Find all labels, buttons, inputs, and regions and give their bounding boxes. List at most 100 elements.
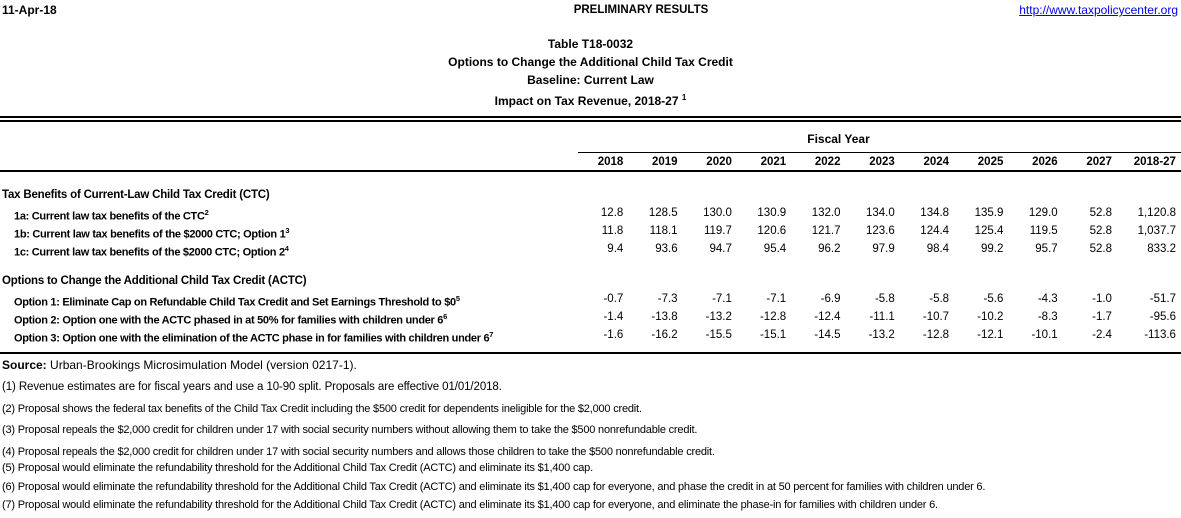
value-cell: -7.1 xyxy=(766,293,787,305)
value-cell: -5.6 xyxy=(983,293,1004,305)
value-cell: -0.7 xyxy=(603,293,624,305)
value-cell: 124.4 xyxy=(920,225,950,237)
value-cell: 97.9 xyxy=(872,243,895,255)
value-cell: 129.0 xyxy=(1028,207,1058,219)
value-cell: -10.1 xyxy=(1031,329,1058,341)
row-label-text: 1a: Current law tax benefits of the CTC xyxy=(14,210,205,223)
value-cell: -13.2 xyxy=(868,329,895,341)
year-column-header: 2023 xyxy=(869,156,895,168)
year-header-row: 2018 2019 2020 2021 2022 2023 2024 2025 … xyxy=(578,154,1181,170)
value-cell: -2.4 xyxy=(1092,329,1112,341)
value-cell: 130.0 xyxy=(703,207,732,219)
section-spacer xyxy=(0,258,1181,272)
impact-subtitle: Impact on Tax Revenue, 2018-27 1 xyxy=(0,89,1181,110)
value-cell: -11.1 xyxy=(869,311,895,323)
value-cell: 833.2 xyxy=(1147,243,1176,255)
year-column-header: 2025 xyxy=(977,156,1004,168)
value-cell: 120.6 xyxy=(757,225,787,237)
section-heading: Tax Benefits of Current-Law Child Tax Cr… xyxy=(2,189,270,201)
footnote-ref: 1 xyxy=(681,93,687,102)
value-cell: -113.6 xyxy=(1144,329,1176,341)
row-label-text: Option 3: Option one with the eliminatio… xyxy=(14,332,490,345)
source-note: Source: Urban-Brookings Microsimulation … xyxy=(2,358,357,372)
year-column-header: 2027 xyxy=(1086,156,1112,168)
footnote: (3) Proposal repeals the $2,000 credit f… xyxy=(2,424,698,436)
value-cell: -15.1 xyxy=(759,329,787,341)
value-cell: 9.4 xyxy=(607,243,624,255)
value-cell: -1.6 xyxy=(603,329,624,341)
section-heading: Options to Change the Additional Child T… xyxy=(2,275,307,287)
title-block: Table T18-0032 Options to Change the Add… xyxy=(0,35,1181,110)
value-cell: -4.3 xyxy=(1037,293,1058,305)
footnote-ref: 7 xyxy=(489,330,494,339)
value-cell: 12.8 xyxy=(600,207,624,219)
table-row: 1a: Current law tax benefits of the CTC2… xyxy=(0,204,1181,223)
value-cell: 94.7 xyxy=(709,243,732,255)
value-cell: -13.8 xyxy=(651,311,678,323)
value-cell: 96.2 xyxy=(818,243,841,255)
value-cell: 123.6 xyxy=(866,225,895,237)
table-row: Option 3: Option one with the eliminatio… xyxy=(0,326,1181,345)
preliminary-results-label: PRELIMINARY RESULTS xyxy=(573,4,709,16)
value-cell: 1,037.7 xyxy=(1137,225,1176,237)
table-row: 1c: Current law tax benefits of the $200… xyxy=(0,240,1181,259)
value-cell: -1.7 xyxy=(1092,311,1112,323)
footnote: (6) Proposal would eliminate the refunda… xyxy=(2,481,986,493)
value-cell: 132.0 xyxy=(811,207,841,219)
value-cell: -1.4 xyxy=(603,311,624,323)
revenue-table-body: Tax Benefits of Current-Law Child Tax Cr… xyxy=(0,186,1181,345)
row-label-text: Option 1: Eliminate Cap on Refundable Ch… xyxy=(14,296,456,309)
footnote: (2) Proposal shows the federal tax benef… xyxy=(2,403,642,415)
value-cell: -51.7 xyxy=(1149,293,1176,305)
row-label-text: 1b: Current law tax benefits of the $200… xyxy=(14,228,286,241)
source-label: Source: xyxy=(2,358,47,372)
value-cell: -12.8 xyxy=(759,311,787,323)
year-column-header: 2021 xyxy=(760,156,787,168)
table-row: Option 1: Eliminate Cap on Refundable Ch… xyxy=(0,290,1181,309)
year-column-header: 2024 xyxy=(923,156,950,168)
row-label-text: Option 2: Option one with the ACTC phase… xyxy=(14,314,444,327)
footnote: (1) Revenue estimates are for fiscal yea… xyxy=(2,381,502,393)
value-cell: 52.8 xyxy=(1089,243,1112,255)
value-cell: -95.6 xyxy=(1149,311,1176,323)
footnote-ref: 6 xyxy=(443,312,448,321)
section-heading-row: Tax Benefits of Current-Law Child Tax Cr… xyxy=(0,186,1181,204)
footnote: (5) Proposal would eliminate the refunda… xyxy=(2,462,593,474)
year-column-header: 2026 xyxy=(1032,156,1058,168)
table-row: 1b: Current law tax benefits of the $200… xyxy=(0,222,1181,241)
value-cell: 135.9 xyxy=(974,207,1004,219)
impact-subtitle-text: Impact on Tax Revenue, 2018-27 xyxy=(494,94,679,108)
value-cell: -10.7 xyxy=(922,311,950,323)
report-date: 11-Apr-18 xyxy=(2,3,57,17)
row-label: Option 1: Eliminate Cap on Refundable Ch… xyxy=(0,290,578,309)
value-cell: 52.8 xyxy=(1089,225,1112,237)
year-column-header: 2019 xyxy=(652,156,678,168)
footnote-ref: 3 xyxy=(285,226,290,235)
value-cell: -12.4 xyxy=(814,311,841,323)
row-label-text: 1c: Current law tax benefits of the $200… xyxy=(14,246,285,259)
value-cell: -10.2 xyxy=(977,311,1004,323)
row-label: 1b: Current law tax benefits of the $200… xyxy=(0,222,578,241)
value-cell: -5.8 xyxy=(929,293,950,305)
header-bottom-rule xyxy=(0,170,1181,172)
table-number: Table T18-0032 xyxy=(547,37,634,51)
section-heading-row: Options to Change the Additional Child T… xyxy=(0,272,1181,290)
table-title: Options to Change the Additional Child T… xyxy=(448,55,733,69)
value-cell: 52.8 xyxy=(1089,207,1112,219)
value-cell: -14.5 xyxy=(814,329,841,341)
year-column-header: 2022 xyxy=(814,156,841,168)
value-cell: 99.2 xyxy=(980,243,1004,255)
value-cell: 130.9 xyxy=(757,207,787,219)
value-cell: 119.5 xyxy=(1029,225,1058,237)
value-cell: -13.2 xyxy=(705,311,732,323)
footnote-ref: 5 xyxy=(455,294,461,303)
taxpolicycenter-link[interactable]: http://www.taxpolicycenter.org xyxy=(1019,3,1178,17)
value-cell: 134.0 xyxy=(866,207,895,219)
table-row: Option 2: Option one with the ACTC phase… xyxy=(0,308,1181,327)
value-cell: -12.8 xyxy=(922,329,950,341)
value-cell: -6.9 xyxy=(820,293,841,305)
value-cell: -8.3 xyxy=(1037,311,1058,323)
value-cell: -15.5 xyxy=(705,329,732,341)
value-cell: 121.7 xyxy=(811,225,841,237)
